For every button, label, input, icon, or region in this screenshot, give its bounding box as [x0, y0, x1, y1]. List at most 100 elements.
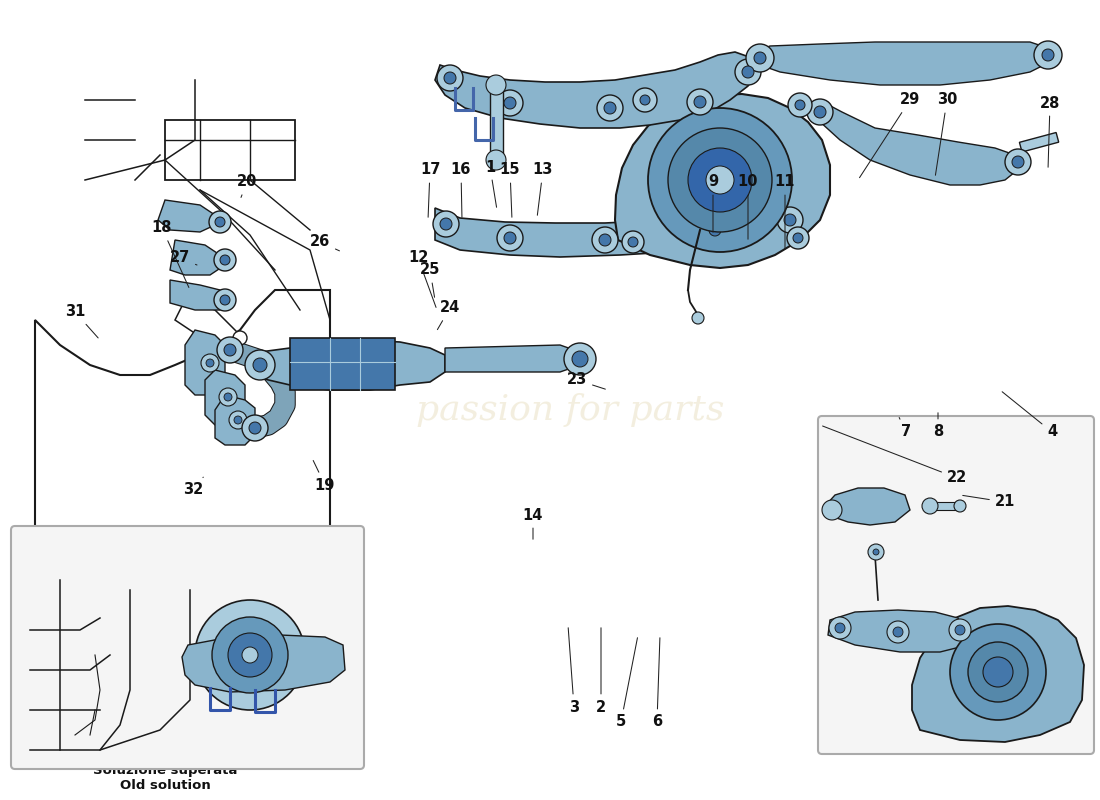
Circle shape — [873, 549, 879, 555]
Circle shape — [572, 351, 588, 367]
Circle shape — [195, 600, 305, 710]
Circle shape — [214, 289, 236, 311]
Polygon shape — [175, 300, 240, 345]
Circle shape — [648, 108, 792, 252]
Polygon shape — [808, 102, 1020, 185]
Text: 5: 5 — [616, 638, 638, 730]
Text: 10: 10 — [738, 174, 758, 239]
Circle shape — [600, 234, 610, 246]
Circle shape — [249, 422, 261, 434]
Circle shape — [234, 416, 242, 424]
Circle shape — [486, 75, 506, 95]
Polygon shape — [870, 628, 1042, 682]
Bar — [490, 85, 503, 160]
FancyBboxPatch shape — [818, 416, 1094, 754]
Polygon shape — [182, 635, 345, 692]
Polygon shape — [826, 488, 910, 525]
Circle shape — [201, 354, 219, 372]
Text: 3: 3 — [569, 628, 579, 714]
Text: 11: 11 — [774, 174, 795, 250]
Text: 21: 21 — [962, 494, 1015, 510]
Circle shape — [887, 621, 909, 643]
Circle shape — [592, 227, 618, 253]
Circle shape — [688, 89, 713, 115]
Polygon shape — [205, 370, 245, 425]
Text: 7: 7 — [899, 418, 911, 439]
Circle shape — [694, 96, 706, 108]
Circle shape — [497, 90, 522, 116]
Text: 17: 17 — [420, 162, 440, 218]
Polygon shape — [158, 200, 214, 232]
Circle shape — [497, 225, 522, 251]
Text: 27: 27 — [169, 250, 197, 266]
Polygon shape — [615, 94, 830, 268]
Circle shape — [632, 88, 657, 112]
Circle shape — [968, 642, 1028, 702]
Circle shape — [437, 65, 463, 91]
Circle shape — [807, 99, 833, 125]
Text: 29: 29 — [859, 93, 920, 178]
Circle shape — [893, 627, 903, 637]
Circle shape — [212, 617, 288, 693]
Circle shape — [214, 249, 236, 271]
Circle shape — [735, 59, 761, 85]
Polygon shape — [260, 340, 446, 390]
Text: 18: 18 — [152, 221, 189, 287]
Circle shape — [922, 498, 938, 514]
Circle shape — [784, 214, 796, 226]
Circle shape — [220, 255, 230, 265]
Circle shape — [219, 388, 236, 406]
Circle shape — [242, 647, 258, 663]
Circle shape — [604, 102, 616, 114]
Circle shape — [228, 633, 272, 677]
Circle shape — [692, 312, 704, 324]
Polygon shape — [434, 208, 800, 257]
Polygon shape — [290, 338, 395, 390]
Circle shape — [983, 657, 1013, 687]
Circle shape — [829, 617, 851, 639]
FancyBboxPatch shape — [11, 526, 364, 769]
Polygon shape — [446, 345, 580, 372]
Circle shape — [224, 393, 232, 401]
Circle shape — [253, 358, 267, 372]
Text: 19: 19 — [272, 694, 310, 739]
Polygon shape — [828, 610, 965, 652]
Circle shape — [835, 623, 845, 633]
Text: 8: 8 — [933, 413, 943, 439]
Text: 32: 32 — [183, 477, 204, 498]
Text: 1: 1 — [485, 159, 496, 207]
Circle shape — [742, 66, 754, 78]
Text: 28: 28 — [1040, 95, 1060, 167]
Circle shape — [440, 218, 452, 230]
Text: 9: 9 — [708, 174, 718, 232]
Text: 4: 4 — [1002, 392, 1057, 439]
Circle shape — [245, 350, 275, 380]
Circle shape — [433, 211, 459, 237]
Circle shape — [628, 237, 638, 247]
Circle shape — [597, 95, 623, 121]
Circle shape — [1012, 156, 1024, 168]
Polygon shape — [170, 280, 230, 310]
Circle shape — [668, 128, 772, 232]
Circle shape — [777, 207, 803, 233]
Circle shape — [444, 72, 456, 84]
Circle shape — [220, 295, 230, 305]
Circle shape — [621, 231, 643, 253]
Text: 13: 13 — [532, 162, 553, 215]
Circle shape — [950, 624, 1046, 720]
Polygon shape — [170, 240, 226, 275]
Circle shape — [209, 211, 231, 233]
Text: 22: 22 — [823, 426, 967, 486]
Text: 14: 14 — [522, 507, 543, 539]
Polygon shape — [434, 52, 758, 128]
Text: 31: 31 — [65, 305, 98, 338]
Text: 23: 23 — [566, 373, 605, 389]
Polygon shape — [912, 606, 1084, 742]
Circle shape — [954, 500, 966, 512]
Circle shape — [206, 359, 214, 367]
Polygon shape — [214, 395, 255, 445]
Text: 20: 20 — [236, 174, 257, 198]
Circle shape — [868, 544, 884, 560]
Circle shape — [793, 233, 803, 243]
Circle shape — [224, 344, 236, 356]
